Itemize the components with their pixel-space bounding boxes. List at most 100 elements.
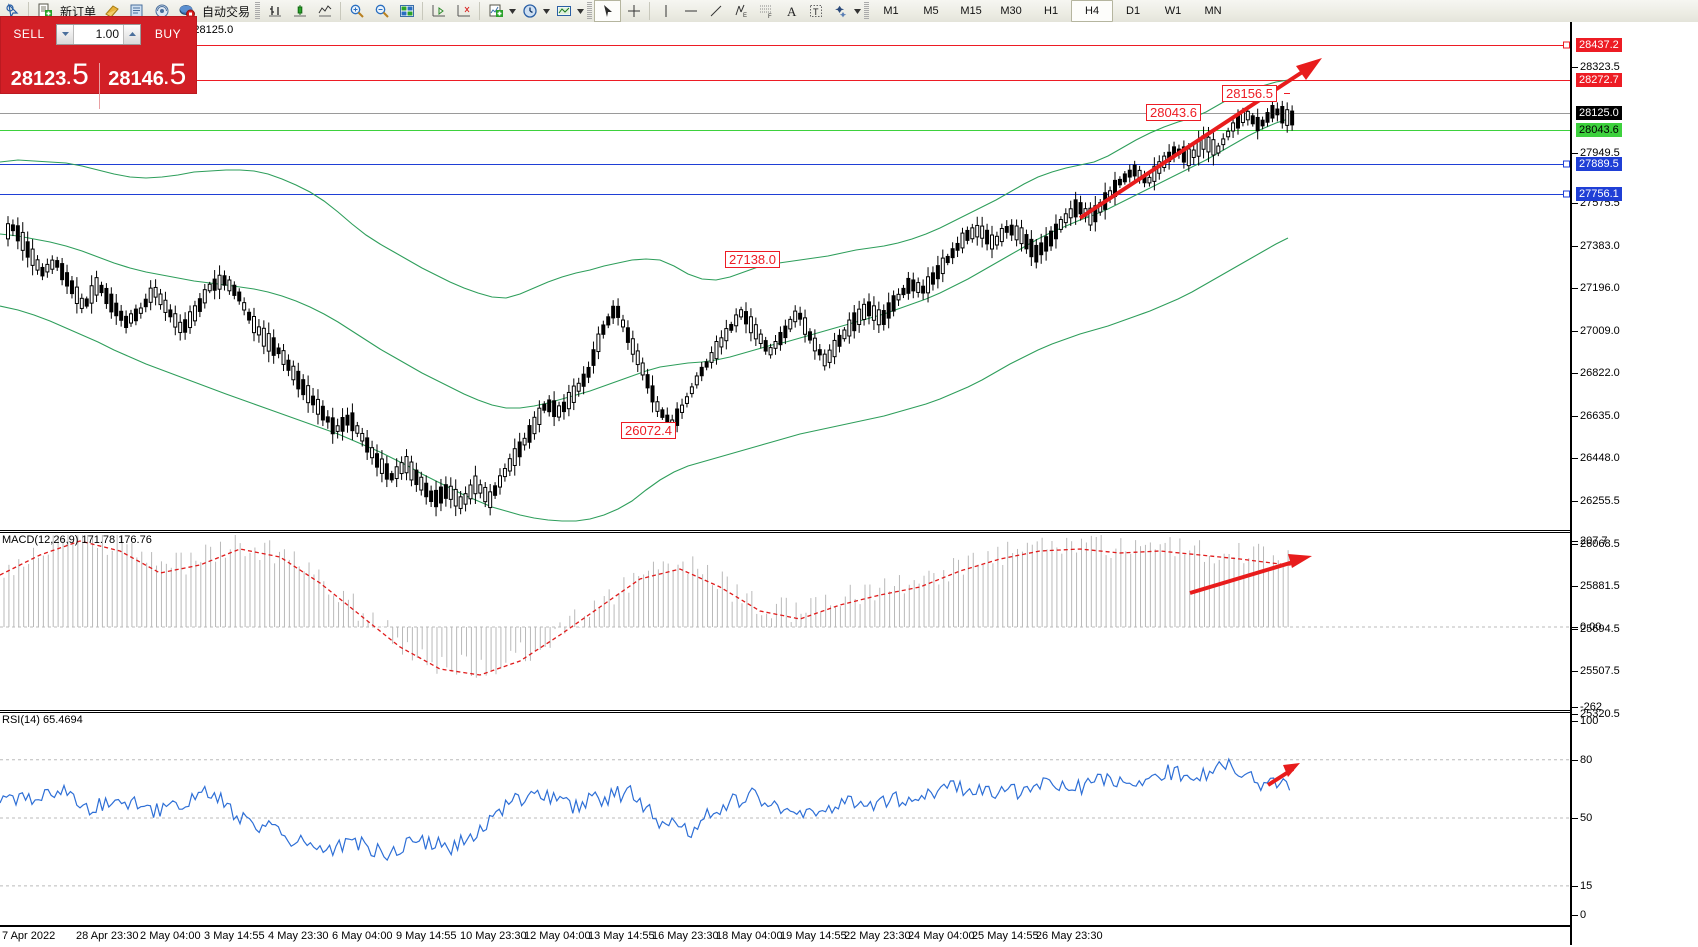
cursor-icon[interactable] [0,1,25,21]
timeframe-d1[interactable]: D1 [1126,5,1141,17]
price-axis-tick-label: 25507.5 [1580,665,1620,677]
buy-limit-line[interactable] [0,164,1570,165]
volume-stepper[interactable]: 1.00 [56,23,141,45]
toolbar-divider [649,2,651,20]
price-label-box[interactable]: 28043.6 [1146,104,1201,121]
sell-stop-handle[interactable] [1563,41,1570,49]
candlestick-series [6,100,1295,517]
vertical-line-icon[interactable] [653,1,678,21]
candlestick-chart-icon[interactable] [287,1,312,21]
text-icon[interactable]: A [778,1,803,21]
price-axis-tick [1572,671,1578,672]
toolbar-grip[interactable] [864,2,870,20]
timeframe-h1[interactable]: H1 [1044,5,1059,17]
macd-axis-tick-label: 207.7 [1580,535,1608,547]
sell-price[interactable]: 28123 . 5 [1,47,99,91]
chevron-down-icon[interactable] [853,8,862,14]
price-axis-level-chip[interactable]: 27756.1 [1576,187,1622,201]
crosshair-icon[interactable] [621,1,646,21]
auto-scroll-icon[interactable] [451,1,476,21]
rsi-axis-tick-label: 15 [1580,879,1593,892]
chevron-down-icon[interactable] [576,8,585,14]
fibonacci-icon[interactable]: F [753,1,778,21]
time-axis-label: 25 May 14:55 [971,930,1039,942]
chevron-down-icon[interactable] [542,8,551,14]
trendline-icon[interactable] [703,1,728,21]
one-click-trading-panel[interactable]: SELL 1.00 BUY 28123 . 5 28146 . 5 [0,16,197,109]
timeframe-m15[interactable]: M15 [960,5,982,17]
horizontal-line-icon[interactable] [678,1,703,21]
shift-chart-icon[interactable] [426,1,451,21]
price-axis-tick-label: 26822.0 [1580,367,1620,379]
time-axis-label: 10 May 23:30 [460,930,527,942]
price-label-box[interactable]: 28156.5 [1222,85,1277,102]
toolbar-grip[interactable] [587,2,593,20]
buy-price[interactable]: 28146 . 5 [99,47,197,91]
time-axis-label: 4 May 23:30 [268,930,329,942]
timeframe-m5[interactable]: M5 [923,5,939,17]
toolbar-grip[interactable] [255,2,261,20]
rsi-axis-tick [1572,759,1578,761]
timeframe-m30[interactable]: M30 [1000,5,1022,17]
buy-price-line[interactable] [0,130,1570,131]
auto-trading-label[interactable]: 自动交易 [202,4,251,19]
trend-arrow-rsi[interactable] [0,715,1570,927]
price-axis-level-chip[interactable]: 28125.0 [1576,106,1622,120]
zoom-out-icon[interactable] [369,1,394,21]
buy-price-major: 28146 [108,68,164,90]
sell-price-minor: 5 [72,58,89,91]
volume-decrement-icon[interactable] [57,24,74,44]
rsi-pane-separator [0,710,1570,713]
timeframe-mn[interactable]: MN [1204,5,1222,17]
time-axis-label: 6 May 04:00 [332,930,393,942]
sell-limit-line[interactable] [0,80,1570,81]
price-label-box[interactable]: 27138.0 [725,251,780,268]
timeframe-h4[interactable]: H4 [1071,0,1114,22]
rsi-axis-tick-label: 50 [1580,812,1593,824]
sell-stop-line[interactable] [0,45,1570,46]
trend-arrow-price[interactable] [0,22,1570,542]
time-axis-label: 16 May 23:30 [651,930,719,942]
price-axis-tick [1572,458,1578,459]
time-axis[interactable]: 7 Apr 2022 28 Apr 23:30 2 May 04:00 3 May 1… [0,925,1570,947]
macd-axis-tick-label: 0.00 [1580,621,1602,633]
shapes-icon[interactable] [828,1,853,21]
add-indicator-icon[interactable] [483,1,508,21]
text-label-icon[interactable]: T [803,1,828,21]
sell-button[interactable]: SELL [13,27,45,41]
timeframe-w1[interactable]: W1 [1164,5,1182,17]
line-chart-icon[interactable] [312,1,337,21]
new-order-label[interactable]: 新订单 [60,4,97,19]
price-axis-tick-label: 28323.5 [1580,61,1620,73]
price-axis-level-chip[interactable]: 28437.2 [1576,38,1622,52]
oct-controls-row: SELL 1.00 BUY [1,17,196,47]
price-label-box[interactable]: 26072.4 [621,422,676,439]
time-axis-label: 19 May 14:55 [779,930,847,942]
elliott-wave-icon[interactable]: E [728,1,753,21]
trend-arrow-macd[interactable] [0,535,1570,710]
volume-increment-icon[interactable] [123,24,140,44]
toolbar-divider [340,2,342,20]
price-axis-level-chip[interactable]: 27889.5 [1576,157,1622,171]
buy-stop-handle[interactable] [1563,190,1570,198]
zoom-in-icon[interactable] [344,1,369,21]
macd-axis-tick-label: -262 [1580,701,1603,713]
price-axis-tick [1572,331,1578,332]
period-icon[interactable] [517,1,542,21]
chevron-down-icon[interactable] [508,8,517,14]
price-axis-column[interactable] [1572,22,1698,945]
chart-grid-icon[interactable] [394,1,419,21]
price-axis-level-chip[interactable]: 28272.7 [1576,73,1622,87]
buy-stop-line[interactable] [0,194,1570,195]
pointer-icon[interactable] [594,0,622,22]
templates-icon[interactable] [551,1,576,21]
buy-limit-handle[interactable] [1563,160,1570,168]
buy-button[interactable]: BUY [154,27,182,41]
auto-trading-icon[interactable] [174,1,199,21]
volume-input[interactable]: 1.00 [95,26,119,41]
rsi-graphics [0,757,1570,887]
bar-chart-icon[interactable] [262,1,287,21]
chart-canvas[interactable]: JPN225-,H4 28065.0 28157.5 28052.5 28125… [0,22,1698,947]
timeframe-m1[interactable]: M1 [883,5,899,17]
price-axis-level-chip[interactable]: 28043.6 [1576,123,1622,137]
